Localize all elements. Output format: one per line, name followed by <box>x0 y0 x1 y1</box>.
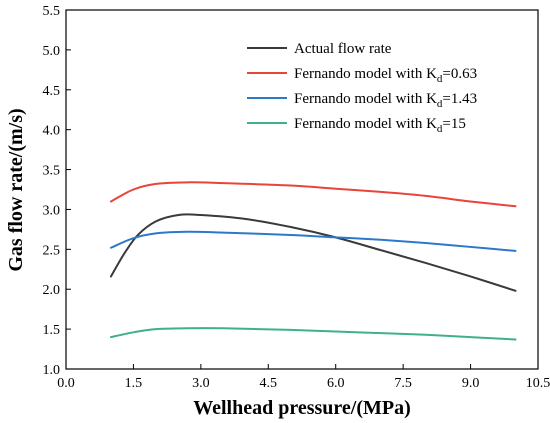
x-tick-label: 7.5 <box>394 376 412 391</box>
x-tick-label: 1.5 <box>125 376 143 391</box>
y-tick-label: 3.5 <box>43 164 61 179</box>
series-layer <box>109 181 517 341</box>
series-line-4 <box>109 327 517 341</box>
legend-label-2: Fernando model with Kd=0.63 <box>294 66 477 85</box>
legend-label-4: Fernando model with Kd=15 <box>294 116 466 135</box>
plot-area <box>65 9 539 370</box>
y-tick-label: 4.5 <box>43 84 61 99</box>
legend-label-3: Fernando model with Kd=1.43 <box>294 91 477 110</box>
legend: Actual flow rate Fernando model with Kd=0… <box>247 41 477 135</box>
y-tick-label: 5.0 <box>43 44 61 59</box>
y-tick-label: 4.0 <box>43 124 61 139</box>
y-tick-label: 2.5 <box>43 243 61 258</box>
axis-ticks: 0.0 1.5 3.0 4.5 6.0 7.5 9.0 10.5 1.0 1.5 2.0 2.5 3.0… <box>43 4 550 391</box>
series-line-3 <box>109 230 517 252</box>
legend-label-1: Actual flow rate <box>294 41 392 57</box>
y-tick-label: 5.5 <box>43 4 61 19</box>
y-tick-label: 1.5 <box>43 323 61 338</box>
series-line-2 <box>109 181 517 208</box>
x-tick-label: 9.0 <box>462 376 480 391</box>
x-tick-label: 6.0 <box>327 376 345 391</box>
x-tick-label: 10.5 <box>526 376 550 391</box>
y-tick-label: 1.0 <box>43 363 61 378</box>
y-tick-label: 3.0 <box>43 203 61 218</box>
x-tick-label: 0.0 <box>57 376 75 391</box>
x-tick-label: 4.5 <box>260 376 278 391</box>
x-axis-title: Wellhead pressure/(MPa) <box>193 397 411 419</box>
series-line-1 <box>109 213 517 292</box>
y-axis-title: Gas flow rate/(m/s) <box>5 108 27 271</box>
x-tick-label: 3.0 <box>192 376 210 391</box>
y-tick-label: 2.0 <box>43 283 61 298</box>
